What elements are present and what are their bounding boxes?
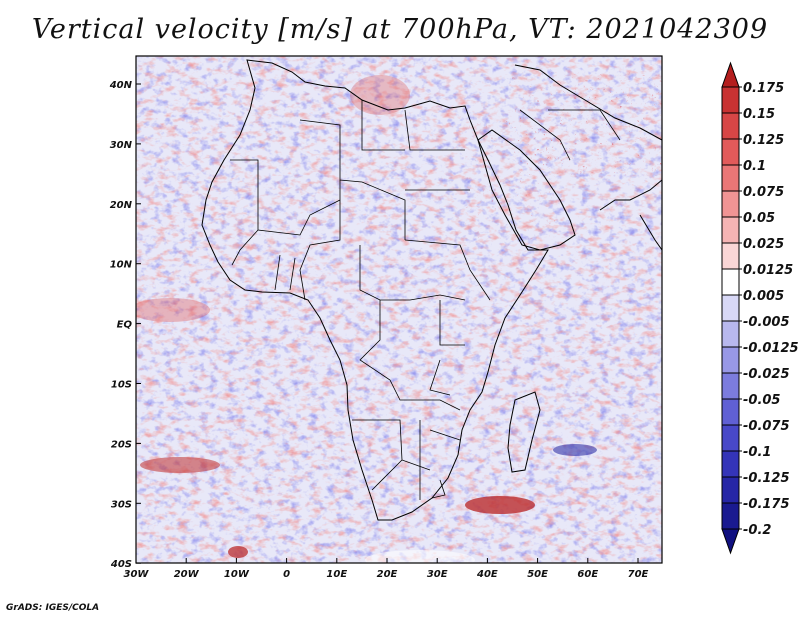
colorbar-label: 0.05 [743, 211, 775, 226]
colorbar-label: -0.025 [743, 367, 790, 382]
colorbar-segment [721, 398, 740, 426]
lon-tick-label: 70E [628, 569, 649, 580]
colorbar-segment [721, 268, 740, 296]
colorbar-label: 0.125 [743, 133, 784, 148]
longitude-axis: 30W 20W 10W 0 10E 20E 30E 40E 50E 60E 70E [124, 558, 649, 580]
lon-tick-label: 50E [527, 569, 548, 580]
colorbar-label: -0.05 [743, 393, 780, 408]
colorbar-label: -0.0125 [743, 341, 799, 356]
country-borders [230, 100, 621, 500]
colorbar-segment [721, 112, 740, 140]
colorbar-label: 0.1 [743, 159, 766, 174]
colorbar-label: -0.2 [743, 523, 771, 538]
colorbar-segment [721, 476, 740, 504]
map-title: Vertical velocity [m/s] at 700hPa, VT: 2… [31, 14, 769, 45]
lon-tick-label: 40E [476, 569, 498, 580]
latitude-axis: 40N 30N 20N 10N EQ 10S 20S 30S 40S [109, 80, 141, 570]
lon-tick-label: 20E [377, 569, 398, 580]
colorbar-bottom-arrow [721, 528, 740, 555]
intense-zones [136, 72, 662, 563]
coastlines [201, 59, 662, 521]
colorbar-label: -0.125 [743, 471, 790, 486]
colorbar-label: -0.075 [743, 419, 790, 434]
colorbar-top-arrow [721, 61, 740, 88]
colorbar-label: -0.175 [743, 497, 790, 512]
colorbar-segment [721, 216, 740, 244]
colorbar-label: -0.1 [743, 445, 771, 460]
lat-tick-label: 10S [111, 380, 132, 391]
lon-tick-label: 20W [174, 569, 200, 580]
colorbar-segment [721, 424, 740, 452]
colorbar-segment [721, 138, 740, 166]
colorbar-segment [721, 346, 740, 374]
lat-tick-label: 40S [110, 559, 132, 570]
colorbar-segment [721, 320, 740, 348]
colorbar-segment [721, 450, 740, 478]
credit-label: GrADS: IGES/COLA [6, 603, 100, 613]
lat-tick-label: 30S [111, 499, 132, 510]
colorbar-segment [721, 242, 740, 270]
lat-tick-label: 40N [109, 80, 133, 91]
lat-tick-label: EQ [117, 320, 133, 331]
lon-tick-label: 60E [577, 569, 598, 580]
colorbar-segment [721, 294, 740, 322]
madagascar-outline [507, 391, 541, 473]
lat-tick-label: 30N [110, 140, 133, 151]
lon-tick-label: 30E [427, 569, 448, 580]
lat-tick-label: 10N [110, 260, 133, 271]
colorbar-label: 0.15 [743, 107, 775, 122]
colorbar-segment [721, 372, 740, 400]
colorbar-label: -0.005 [743, 315, 790, 330]
map-border [135, 55, 663, 564]
colorbar-segment [721, 164, 740, 192]
velocity-field [136, 56, 662, 563]
colorbar-label: 0.0125 [743, 263, 793, 278]
colorbar-label: 0.025 [743, 237, 784, 252]
lon-tick-label: 10E [326, 569, 347, 580]
lon-tick-label: 10W [224, 569, 250, 580]
colorbar-segment [721, 86, 740, 114]
lat-tick-label: 20N [110, 200, 133, 211]
lon-tick-label: 30W [124, 569, 150, 580]
colorbar: 0.175 0.15 0.125 0.1 0.075 0.05 0.025 0.0125 0.0… [721, 61, 799, 555]
lon-tick-label: 0 [283, 569, 290, 580]
colorbar-segment [721, 190, 740, 218]
lat-tick-label: 20S [111, 439, 132, 450]
colorbar-segment [721, 502, 740, 530]
colorbar-label: 0.075 [743, 185, 784, 200]
colorbar-label: 0.175 [743, 81, 784, 96]
colorbar-label: 0.005 [743, 289, 784, 304]
